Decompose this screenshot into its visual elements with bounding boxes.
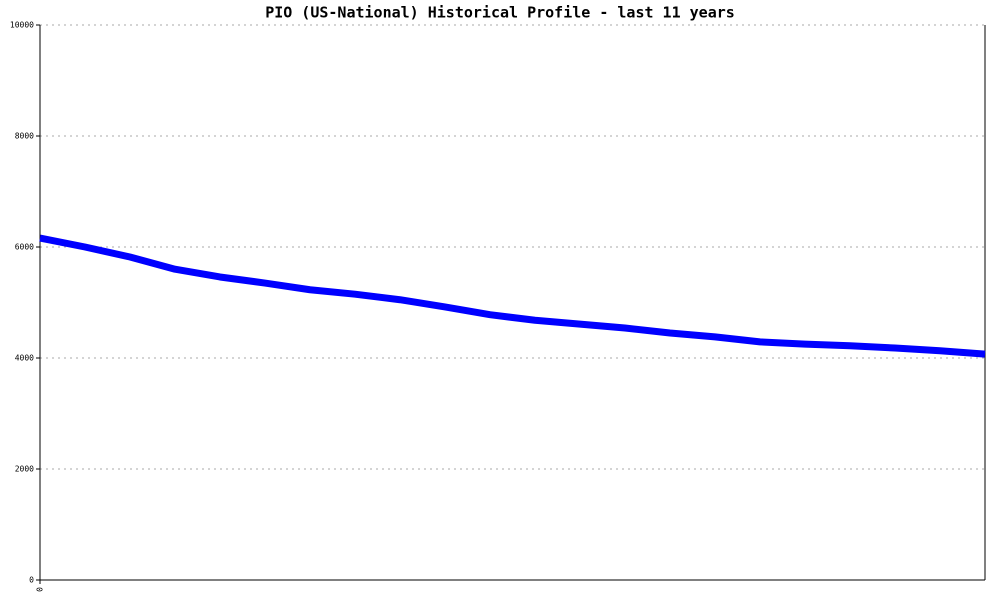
y-tick-label: 10000 (10, 21, 34, 30)
line-series (39, 234, 986, 358)
x-tick-label: 0 (36, 587, 45, 592)
y-tick-label: 8000 (15, 132, 34, 141)
y-tick-label: 0 (29, 576, 34, 585)
y-tick-label: 6000 (15, 243, 34, 252)
y-tick-label: 4000 (15, 354, 34, 363)
chart-title: PIO (US-National) Historical Profile - l… (265, 4, 735, 22)
y-tick-label: 2000 (15, 465, 34, 474)
